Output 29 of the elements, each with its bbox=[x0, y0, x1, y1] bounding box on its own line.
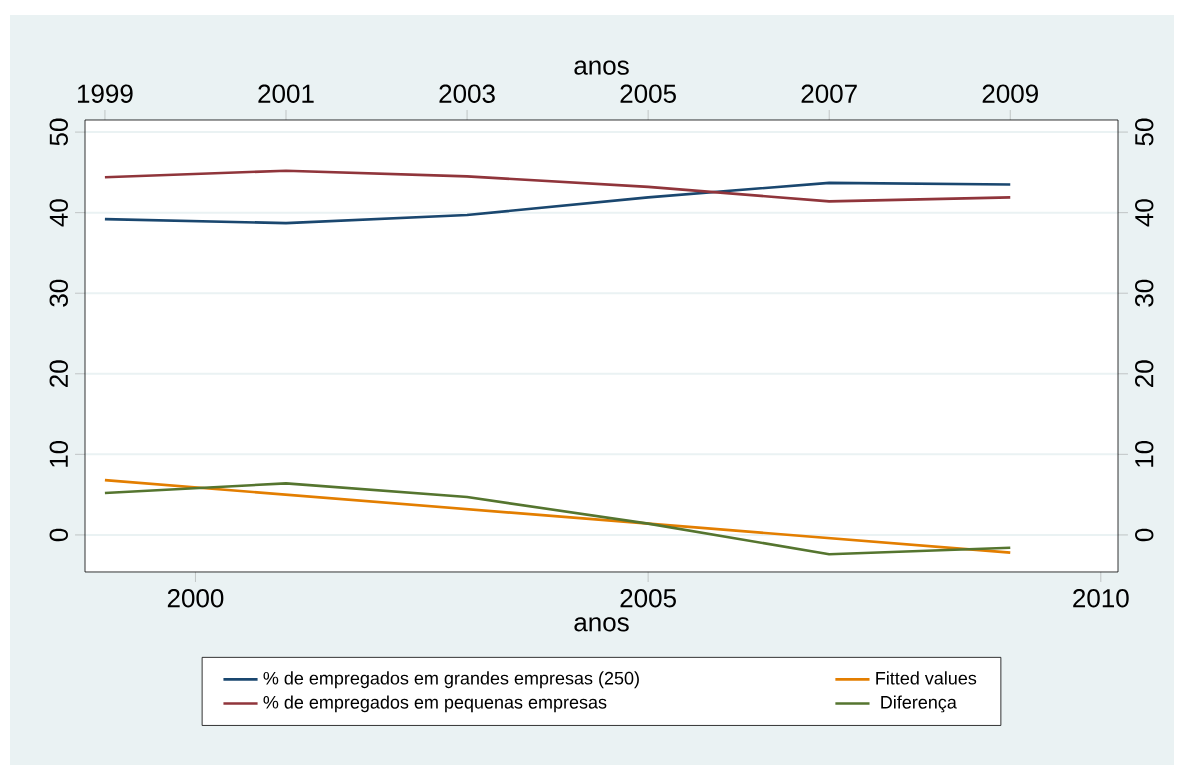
legend-label: % de empregados em pequenas empresas bbox=[263, 695, 607, 713]
x-tick-label: 2005 bbox=[620, 589, 676, 608]
y-tick-label: 10 bbox=[1135, 440, 1154, 467]
y2-tick-label: 20 bbox=[49, 360, 68, 387]
legend-label: Diferença bbox=[881, 695, 957, 713]
x2-tick-label: 2001 bbox=[258, 84, 314, 103]
y2-tick-label: 0 bbox=[49, 528, 68, 542]
y2-tick-label: 30 bbox=[49, 279, 68, 307]
legend-label: Fitted values bbox=[876, 671, 977, 685]
y-tick-label: 20 bbox=[1135, 360, 1154, 387]
y-tick-label: 0 bbox=[1135, 528, 1154, 542]
line-series bbox=[103, 181, 1012, 225]
x2-tick-label: 2005 bbox=[620, 84, 676, 103]
y-tick-label: 40 bbox=[1135, 199, 1154, 227]
x-tick-label: 2010 bbox=[1073, 589, 1129, 608]
x2-axis-title: anos bbox=[574, 60, 629, 75]
x2-tick-label: 1999 bbox=[77, 84, 133, 103]
y2-tick-label: 50 bbox=[49, 118, 68, 146]
x-axis-title: anos bbox=[574, 617, 629, 632]
y-tick-label: 50 bbox=[1135, 118, 1154, 146]
y-tick-label: 30 bbox=[1135, 279, 1154, 307]
x2-tick-label: 2009 bbox=[982, 84, 1038, 103]
x-tick-label: 2000 bbox=[167, 589, 224, 608]
y2-tick-label: 40 bbox=[49, 199, 68, 227]
legend-label: % de empregados em grandes empresas (250) bbox=[263, 671, 639, 689]
line-series bbox=[103, 169, 1012, 203]
x2-tick-label: 2007 bbox=[801, 84, 857, 103]
x2-tick-label: 2003 bbox=[439, 84, 495, 103]
y2-tick-label: 10 bbox=[49, 440, 68, 467]
